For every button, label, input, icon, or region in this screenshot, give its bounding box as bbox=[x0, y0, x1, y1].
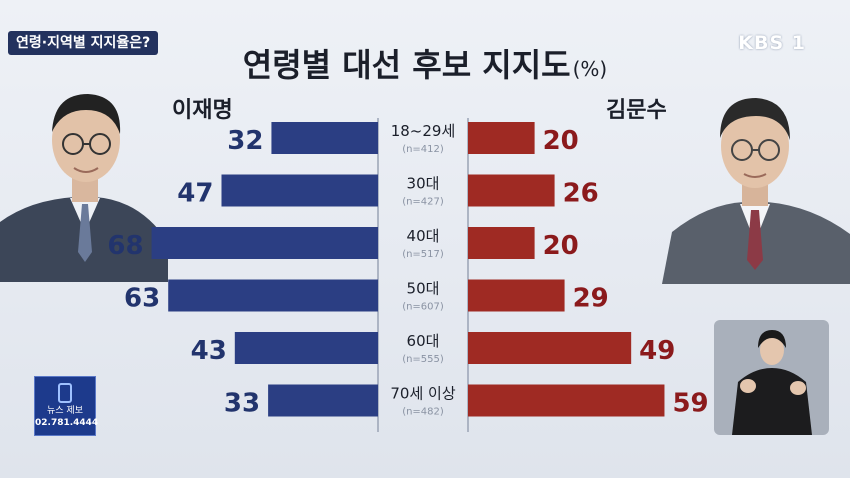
news-tip-label: 뉴스 제보 bbox=[47, 406, 83, 416]
bar-right-0 bbox=[468, 122, 535, 154]
category-label-3: 50대 bbox=[407, 280, 440, 298]
value-left-4: 43 bbox=[191, 336, 227, 366]
bar-left-0 bbox=[271, 122, 378, 154]
chart-title-text: 연령별 대선 후보 지지도 bbox=[242, 46, 571, 84]
chart-title: 연령별 대선 후보 지지도 (%) bbox=[0, 40, 850, 86]
bar-left-3 bbox=[168, 279, 378, 312]
value-right-3: 29 bbox=[573, 284, 609, 314]
value-right-4: 49 bbox=[639, 336, 675, 366]
bar-left-1 bbox=[221, 174, 378, 207]
category-label-4: 60대 bbox=[407, 332, 440, 350]
value-right-1: 26 bbox=[563, 179, 599, 209]
bar-right-4 bbox=[468, 332, 632, 364]
bar-left-5 bbox=[268, 384, 378, 417]
sample-size-5: (n=482) bbox=[402, 407, 444, 418]
candidate-right-name: 김문수 bbox=[606, 98, 667, 123]
topic-badge: 연령·지역별 지지율은? bbox=[8, 31, 159, 55]
bar-right-2 bbox=[468, 227, 535, 259]
bar-left-2 bbox=[151, 227, 378, 259]
bar-right-1 bbox=[468, 174, 555, 207]
sample-size-2: (n=517) bbox=[402, 249, 444, 260]
chart-unit: (%) bbox=[572, 57, 608, 81]
news-tip-box: 뉴스 제보 02.781.4444 bbox=[34, 376, 99, 436]
value-left-5: 33 bbox=[224, 389, 260, 419]
broadcaster-logo: KBS 1 bbox=[738, 32, 806, 54]
phone-icon bbox=[58, 383, 72, 403]
value-left-3: 63 bbox=[124, 284, 160, 314]
value-left-1: 47 bbox=[177, 179, 213, 209]
value-right-0: 20 bbox=[543, 126, 579, 156]
news-tip-phone: 02.781.4444 bbox=[35, 418, 99, 428]
sign-language-interpreter bbox=[714, 320, 829, 435]
sample-size-1: (n=427) bbox=[402, 197, 444, 208]
interpreter-figure bbox=[732, 330, 812, 435]
value-left-2: 68 bbox=[107, 231, 143, 261]
bar-left-4 bbox=[234, 332, 378, 364]
candidate-left-name: 이재명 bbox=[172, 98, 233, 123]
category-label-1: 30대 bbox=[407, 175, 440, 193]
value-left-0: 32 bbox=[227, 126, 263, 156]
category-label-5: 70세 이상 bbox=[390, 385, 455, 403]
category-label-2: 40대 bbox=[407, 227, 440, 245]
candidate-left-portrait bbox=[0, 94, 168, 282]
category-label-0: 18~29세 bbox=[391, 122, 456, 140]
sample-size-3: (n=607) bbox=[402, 302, 444, 313]
bar-right-5 bbox=[468, 384, 665, 417]
candidate-right-portrait bbox=[662, 98, 850, 284]
sample-size-0: (n=412) bbox=[402, 144, 444, 155]
bar-right-3 bbox=[468, 279, 565, 312]
value-right-2: 20 bbox=[543, 231, 579, 261]
value-right-5: 59 bbox=[672, 389, 708, 419]
sample-size-4: (n=555) bbox=[402, 354, 444, 365]
